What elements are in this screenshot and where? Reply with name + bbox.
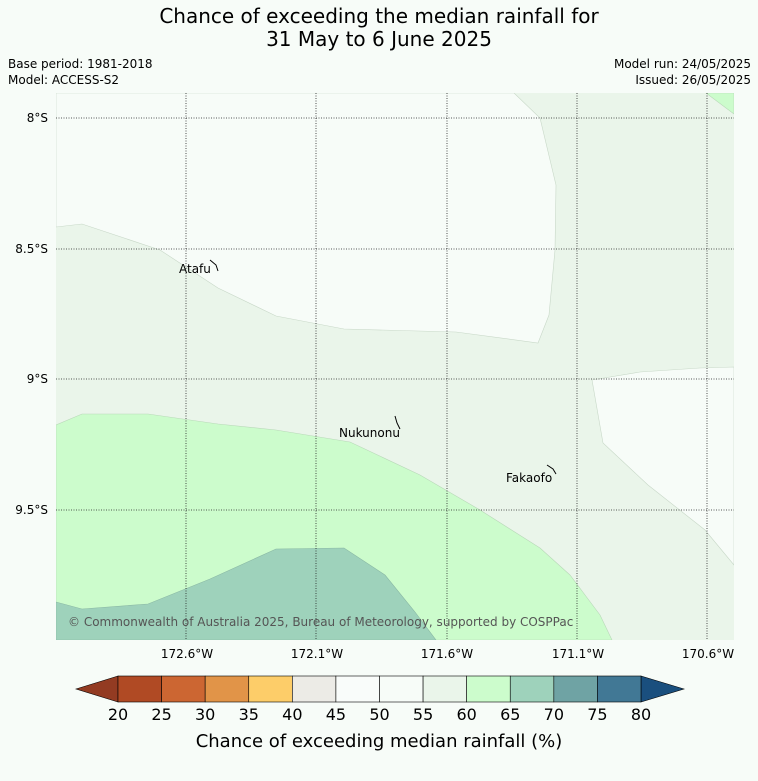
lon-label-171-1w: 171.1°W xyxy=(552,647,604,661)
colorbar-segment-25-30 xyxy=(161,675,206,703)
place-label-atafu: Atafu xyxy=(179,262,211,276)
colorbar-tick-40: 40 xyxy=(282,705,302,724)
zone-50-55-east xyxy=(591,366,734,566)
copyright-notice: © Commonwealth of Australia 2025, Bureau… xyxy=(68,615,573,629)
place-atafu: Atafu xyxy=(179,259,219,276)
fakaofo-coastline xyxy=(546,464,557,475)
colorbar-tick-55: 55 xyxy=(413,705,433,724)
colorbar-segment-40-45 xyxy=(292,675,337,703)
colorbar-segment-35-40 xyxy=(248,675,293,703)
colorbar-segment-70-75 xyxy=(553,675,598,703)
colorbar-tick-60: 60 xyxy=(456,705,476,724)
colorbar-tick-45: 45 xyxy=(326,705,346,724)
lat-label-9s: 9°S xyxy=(27,372,48,386)
place-nukunonu: Nukunonu xyxy=(339,415,401,440)
issued-date: Issued: 26/05/2025 xyxy=(635,73,751,87)
colorbar-segment-30-35 xyxy=(204,675,250,703)
colorbar-tick-65: 65 xyxy=(500,705,520,724)
colorbar-segment-75-80 xyxy=(597,675,642,703)
colorbar-tick-75: 75 xyxy=(587,705,607,724)
nukunonu-coastline xyxy=(394,415,401,430)
title-line-2: 31 May to 6 June 2025 xyxy=(266,27,492,51)
atafu-coastline xyxy=(209,259,219,272)
colorbar-tick-35: 35 xyxy=(239,705,259,724)
zone-60-65-south xyxy=(56,413,613,640)
place-label-fakaofo: Fakaofo xyxy=(506,471,552,485)
title-line-1: Chance of exceeding the median rainfall … xyxy=(159,4,599,28)
lat-label-8-5s: 8.5°S xyxy=(15,242,48,256)
model-run: Model run: 24/05/2025 xyxy=(613,57,751,71)
lon-label-172-6w: 172.6°W xyxy=(161,647,213,661)
base-period: Base period: 1981-2018 xyxy=(8,57,153,71)
colorbar-title: Chance of exceeding median rainfall (%) xyxy=(196,731,563,752)
colorbar-tick-50: 50 xyxy=(369,705,389,724)
zone-50-55-north xyxy=(56,93,557,344)
colorbar-tick-30: 30 xyxy=(195,705,215,724)
lon-label-172-1w: 172.1°W xyxy=(291,647,343,661)
map-area xyxy=(56,93,734,640)
place-fakaofo: Fakaofo xyxy=(506,464,557,485)
zone-65-70 xyxy=(56,547,437,640)
colorbar-segment-55-60 xyxy=(422,675,467,703)
gridlines xyxy=(56,93,734,640)
colorbar-segment-60-65 xyxy=(466,675,511,703)
colorbar-segment-50-55 xyxy=(379,675,424,703)
map-title: Chance of exceeding the median rainfall … xyxy=(0,5,758,51)
colorbar-under-triangle xyxy=(74,675,119,703)
colorbar-tick-70: 70 xyxy=(544,705,564,724)
colorbar-tick-80: 80 xyxy=(631,705,651,724)
lon-label-171-6w: 171.6°W xyxy=(421,647,473,661)
lat-label-9-5s: 9.5°S xyxy=(15,503,48,517)
meta-left: Base period: 1981-2018 Model: ACCESS-S2 xyxy=(8,56,153,88)
colorbar-over-triangle xyxy=(640,675,686,703)
meta-right: Model run: 24/05/2025 Issued: 26/05/2025 xyxy=(614,56,751,88)
colorbar-tick-25: 25 xyxy=(151,705,171,724)
zone-60-65-northeast xyxy=(705,93,734,115)
colorbar-tick-20: 20 xyxy=(108,705,128,724)
colorbar-segment-65-70 xyxy=(509,675,555,703)
colorbar-segment-45-50 xyxy=(335,675,380,703)
colorbar: 20 25 30 35 40 45 50 55 60 65 70 75 80 Chance of exc… xyxy=(74,675,686,752)
place-label-nukunonu: Nukunonu xyxy=(339,426,400,440)
latitude-labels: 8°S 8.5°S 9°S 9.5°S xyxy=(15,111,48,517)
colorbar-segments xyxy=(117,675,642,703)
lon-label-170-6w: 170.6°W xyxy=(682,647,734,661)
longitude-labels: 172.6°W 172.1°W 171.6°W 171.1°W 170.6°W xyxy=(161,647,734,661)
colorbar-segment-20-25 xyxy=(117,675,162,703)
lat-label-8s: 8°S xyxy=(27,111,48,125)
colorbar-ticks: 20 25 30 35 40 45 50 55 60 65 70 75 80 xyxy=(108,705,651,724)
model-name: Model: ACCESS-S2 xyxy=(8,73,120,87)
